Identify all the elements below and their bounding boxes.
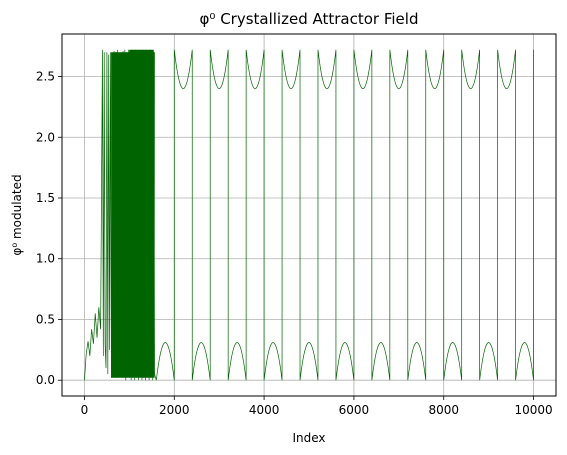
y-tick-label: 1.0 bbox=[36, 252, 55, 266]
series-line-dense-core bbox=[129, 49, 154, 375]
y-tick-label: 1.5 bbox=[36, 191, 55, 205]
chart-title: φ⁰ Crystallized Attractor Field bbox=[200, 10, 419, 28]
x-tick-label: 10000 bbox=[514, 403, 552, 417]
x-tick-label: 0 bbox=[81, 403, 89, 417]
x-tick-label: 8000 bbox=[428, 403, 459, 417]
x-tick-label: 4000 bbox=[249, 403, 280, 417]
x-tick-label: 6000 bbox=[339, 403, 370, 417]
data-line bbox=[84, 49, 534, 381]
plot-frame bbox=[61, 33, 557, 397]
y-tick-label: 2.0 bbox=[36, 130, 55, 144]
series-line bbox=[84, 49, 534, 381]
x-ticks: 0 2000 4000 6000 8000 10000 bbox=[81, 396, 553, 417]
x-axis-label: Index bbox=[292, 431, 325, 445]
y-ticks: 0.0 0.5 1.0 1.5 2.0 2.5 bbox=[36, 70, 62, 387]
y-tick-label: 2.5 bbox=[36, 70, 55, 84]
y-axis-label: φ⁰ modulated bbox=[10, 174, 24, 255]
y-tick-label: 0.5 bbox=[36, 312, 55, 326]
y-tick-label: 0.0 bbox=[36, 373, 55, 387]
x-tick-label: 2000 bbox=[159, 403, 190, 417]
